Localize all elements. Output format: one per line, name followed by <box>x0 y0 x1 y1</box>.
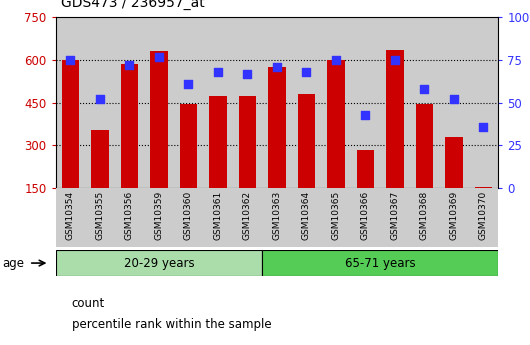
Bar <box>439 17 469 188</box>
Bar <box>56 17 85 188</box>
Bar <box>91 130 109 188</box>
Text: 65-71 years: 65-71 years <box>345 257 416 269</box>
Bar <box>209 96 227 188</box>
Bar <box>150 51 168 188</box>
Text: GSM10367: GSM10367 <box>391 191 400 240</box>
Bar <box>327 60 345 188</box>
Text: GSM10354: GSM10354 <box>66 191 75 240</box>
Bar <box>357 150 374 188</box>
Point <box>420 86 429 92</box>
Bar <box>233 188 262 247</box>
Bar <box>262 250 498 276</box>
Bar <box>61 60 80 188</box>
Bar <box>180 104 197 188</box>
Bar <box>203 17 233 188</box>
Point <box>96 97 104 102</box>
Bar <box>351 188 380 247</box>
Point <box>479 124 488 129</box>
Text: GSM10356: GSM10356 <box>125 191 134 240</box>
Point <box>361 112 370 117</box>
Text: GSM10364: GSM10364 <box>302 191 311 240</box>
Text: GSM10361: GSM10361 <box>214 191 223 240</box>
Bar <box>114 188 144 247</box>
Bar <box>85 188 114 247</box>
Text: GSM10355: GSM10355 <box>95 191 104 240</box>
Point <box>214 69 222 75</box>
Bar <box>445 137 463 188</box>
Text: GSM10366: GSM10366 <box>361 191 370 240</box>
Text: GSM10362: GSM10362 <box>243 191 252 240</box>
Bar <box>351 17 380 188</box>
Bar <box>268 67 286 188</box>
Bar <box>380 17 410 188</box>
Point <box>66 57 75 63</box>
Bar <box>410 188 439 247</box>
Bar <box>174 188 203 247</box>
Bar <box>474 187 492 188</box>
Point <box>243 71 252 76</box>
Text: GSM10359: GSM10359 <box>154 191 163 240</box>
Point <box>155 54 163 59</box>
Text: percentile rank within the sample: percentile rank within the sample <box>72 318 271 331</box>
Text: GDS473 / 236957_at: GDS473 / 236957_at <box>61 0 205 10</box>
Bar <box>469 188 498 247</box>
Text: count: count <box>72 297 105 310</box>
Bar <box>321 188 351 247</box>
Point <box>450 97 458 102</box>
Point <box>391 57 399 63</box>
Point <box>332 57 340 63</box>
Bar <box>380 188 410 247</box>
Bar <box>144 188 174 247</box>
Bar <box>386 50 404 188</box>
Text: GSM10368: GSM10368 <box>420 191 429 240</box>
Text: 20-29 years: 20-29 years <box>123 257 194 269</box>
Point <box>184 81 193 87</box>
Bar <box>410 17 439 188</box>
Bar <box>292 17 321 188</box>
Bar <box>203 188 233 247</box>
Point <box>125 62 134 68</box>
Bar <box>292 188 321 247</box>
Bar <box>238 96 257 188</box>
Bar <box>85 17 114 188</box>
Bar <box>416 104 434 188</box>
Bar <box>120 64 138 188</box>
Bar <box>56 188 85 247</box>
Point <box>302 69 311 75</box>
Bar <box>262 17 292 188</box>
Bar <box>297 94 315 188</box>
Text: GSM10370: GSM10370 <box>479 191 488 240</box>
Bar <box>439 188 469 247</box>
Bar <box>321 17 351 188</box>
Bar <box>469 17 498 188</box>
Text: GSM10360: GSM10360 <box>184 191 193 240</box>
Text: GSM10365: GSM10365 <box>331 191 340 240</box>
Text: age: age <box>3 257 25 270</box>
Bar <box>233 17 262 188</box>
Text: GSM10369: GSM10369 <box>449 191 458 240</box>
Bar <box>262 188 292 247</box>
Bar <box>114 17 144 188</box>
Point <box>273 64 281 70</box>
Bar <box>174 17 203 188</box>
Bar <box>56 250 262 276</box>
Text: GSM10363: GSM10363 <box>272 191 281 240</box>
Bar <box>144 17 174 188</box>
